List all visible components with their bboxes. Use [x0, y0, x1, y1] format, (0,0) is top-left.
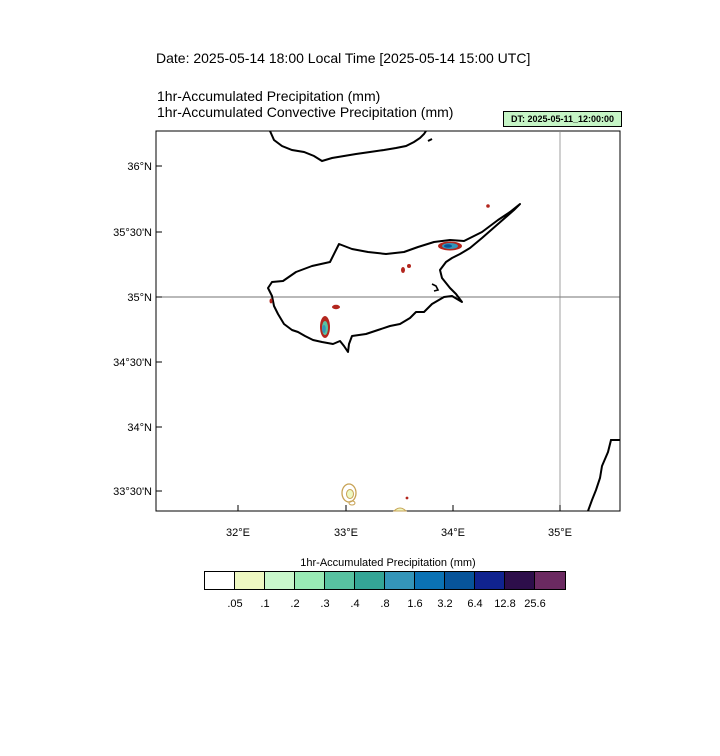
coastline-turkey	[269, 130, 427, 163]
lat-ticks	[156, 165, 162, 492]
precip-cell-northeast	[438, 241, 462, 251]
legend-swatch	[445, 572, 475, 589]
legend-label: 3.2	[437, 598, 453, 610]
legend-swatch	[295, 572, 325, 589]
legend-label: 25.6	[524, 598, 546, 610]
precip-cell-west-coast	[269, 298, 273, 304]
legend-swatch	[205, 572, 235, 589]
precip-cell-south-edge	[392, 507, 408, 512]
precip-cell-north-sea	[486, 204, 490, 208]
legend-label: .05	[227, 598, 243, 610]
precip-cell-south-east	[405, 496, 409, 500]
lat-label-34n: 34°N	[127, 422, 152, 434]
legend-swatch	[535, 572, 565, 589]
lat-label-36n: 36°N	[127, 161, 152, 173]
legend-label: .2	[290, 598, 300, 610]
legend-label: 12.8	[494, 598, 516, 610]
lat-label-33-30n: 33°30'N	[113, 486, 152, 498]
legend-label: 6.4	[467, 598, 483, 610]
coastline-turkey-islet	[427, 138, 433, 142]
title-convective-precipitation: 1hr-Accumulated Convective Precipitation…	[157, 104, 454, 120]
coastline-levant	[587, 439, 620, 512]
legend-swatch	[355, 572, 385, 589]
lon-label-34e: 34°E	[441, 527, 465, 539]
legend-label: .1	[260, 598, 270, 610]
legend-swatch	[325, 572, 355, 589]
legend-label: .3	[320, 598, 330, 610]
lon-label-32e: 32°E	[226, 527, 250, 539]
legend-colorbar	[204, 571, 566, 590]
legend-swatch	[265, 572, 295, 589]
title-precipitation: 1hr-Accumulated Precipitation (mm)	[157, 88, 381, 104]
lat-label-35-30n: 35°30'N	[113, 227, 152, 239]
legend-label: .4	[350, 598, 360, 610]
precip-cell-center-a	[401, 267, 405, 273]
precip-cell-south	[341, 483, 357, 506]
precip-cell-center-b	[407, 264, 411, 268]
legend-swatch	[505, 572, 535, 589]
coastline-cyprus-bay-detail	[431, 283, 440, 292]
precip-cell-west	[320, 316, 330, 338]
lat-label-34-30n: 34°30'N	[113, 357, 152, 369]
legend-swatch	[235, 572, 265, 589]
lon-label-33e: 33°E	[334, 527, 358, 539]
init-time-badge: DT: 2025-05-11_12:00:00	[503, 111, 622, 127]
lat-label-35n: 35°N	[127, 292, 152, 304]
legend-swatch	[475, 572, 505, 589]
lon-ticks	[237, 505, 561, 511]
legend-label: .8	[380, 598, 390, 610]
legend-swatch	[415, 572, 445, 589]
coastline-cyprus	[267, 203, 521, 353]
legend-label: 1.6	[407, 598, 423, 610]
legend-swatch	[385, 572, 415, 589]
date-line: Date: 2025-05-14 18:00 Local Time [2025-…	[156, 50, 531, 66]
lon-label-35e: 35°E	[548, 527, 572, 539]
legend-title: 1hr-Accumulated Precipitation (mm)	[300, 557, 476, 569]
precip-cell-west-small	[332, 304, 340, 310]
map-frame	[155, 130, 621, 512]
